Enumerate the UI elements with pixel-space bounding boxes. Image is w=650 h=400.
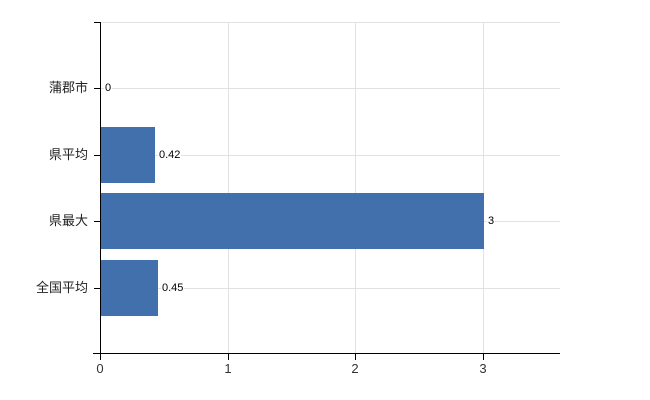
x-gridline bbox=[483, 22, 484, 353]
bar[interactable] bbox=[101, 260, 158, 316]
x-tick-label: 3 bbox=[479, 361, 487, 376]
value-label: 0 bbox=[104, 82, 113, 94]
y-axis-tick bbox=[94, 155, 100, 156]
category-label: 全国平均 bbox=[35, 280, 88, 295]
x-axis-tick bbox=[483, 354, 484, 360]
value-label: 0.42 bbox=[158, 149, 182, 161]
x-tick-label: 1 bbox=[224, 361, 232, 376]
x-tick-label: 0 bbox=[96, 361, 104, 376]
bar[interactable] bbox=[101, 127, 155, 183]
category-label: 県最大 bbox=[48, 213, 88, 228]
category-label: 県平均 bbox=[48, 147, 88, 162]
row-gridline bbox=[101, 155, 560, 156]
x-gridline bbox=[228, 22, 229, 353]
y-axis-tick bbox=[94, 288, 100, 289]
y-axis-line bbox=[100, 22, 101, 353]
y-axis-top-tick bbox=[94, 22, 100, 23]
bar[interactable] bbox=[101, 193, 484, 249]
value-label: 3 bbox=[487, 215, 496, 227]
x-axis-tick bbox=[228, 354, 229, 360]
x-tick-label: 2 bbox=[351, 361, 359, 376]
value-label: 0.45 bbox=[161, 282, 185, 294]
x-axis-line bbox=[93, 353, 560, 354]
row-gridline bbox=[101, 288, 560, 289]
plot-top-border bbox=[100, 22, 560, 23]
y-axis-tick bbox=[94, 88, 100, 89]
x-gridline bbox=[355, 22, 356, 353]
x-axis-tick bbox=[100, 354, 101, 360]
category-label: 蒲郡市 bbox=[48, 80, 88, 95]
y-axis-tick bbox=[94, 221, 100, 222]
x-axis-tick bbox=[355, 354, 356, 360]
row-gridline bbox=[101, 88, 560, 89]
